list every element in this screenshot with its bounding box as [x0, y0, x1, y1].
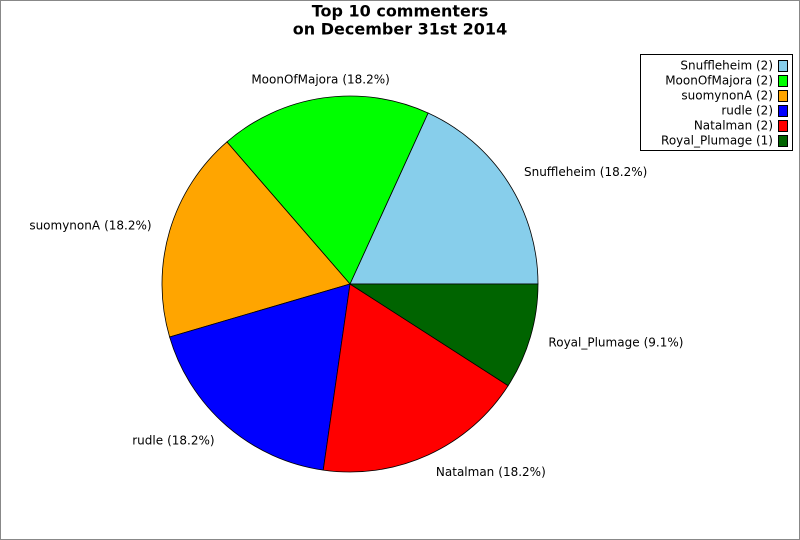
slice-label: Natalman (18.2%) [436, 465, 546, 479]
slice-label: suomynonA (18.2%) [29, 218, 151, 232]
pie-slice [322, 283, 509, 473]
legend-swatch [778, 120, 788, 132]
legend-label: rudle (2) [721, 104, 773, 118]
slice-label: Snuffleheim (18.2%) [524, 165, 647, 179]
legend-swatch [778, 90, 788, 102]
slice-label: Royal_Plumage (9.1%) [548, 335, 683, 349]
legend-label: Royal_Plumage (1) [661, 134, 773, 148]
slice-value-label: (18.2%) [167, 433, 214, 447]
legend-swatch [778, 105, 788, 117]
chart-title: on December 31st 2014 [293, 20, 507, 39]
pie-slice [349, 112, 539, 285]
slice-name: MoonOfMajora [251, 72, 338, 86]
slice-value-label: (18.2%) [104, 218, 151, 232]
slice-value-label: (18.2%) [342, 72, 389, 86]
slice-name: Natalman [436, 465, 494, 479]
legend-swatch [778, 60, 788, 72]
slice-name: Snuffleheim [524, 165, 596, 179]
slice-label: rudle (18.2%) [132, 433, 214, 447]
pie-slice [169, 283, 351, 471]
legend-label: suomynonA (2) [681, 89, 773, 103]
slice-name: Royal_Plumage [548, 335, 639, 349]
legend-label: Natalman (2) [694, 119, 773, 133]
slice-value-label: (18.2%) [498, 465, 545, 479]
chart-title: Top 10 commenters [312, 2, 489, 21]
slice-value-label: (18.2%) [600, 165, 647, 179]
pie-slice [348, 283, 539, 387]
pie-slice [226, 95, 429, 285]
legend-swatch [778, 135, 788, 147]
slice-value-label: (9.1%) [644, 335, 684, 349]
slice-name: rudle [132, 433, 163, 447]
slice-label: MoonOfMajora (18.2%) [251, 72, 389, 86]
legend-label: MoonOfMajora (2) [665, 74, 773, 88]
slice-name: suomynonA [29, 218, 101, 232]
legend-swatch [778, 75, 788, 87]
pie-slice [161, 141, 351, 338]
legend-box [640, 54, 793, 151]
legend-label: Snuffleheim (2) [680, 59, 773, 73]
